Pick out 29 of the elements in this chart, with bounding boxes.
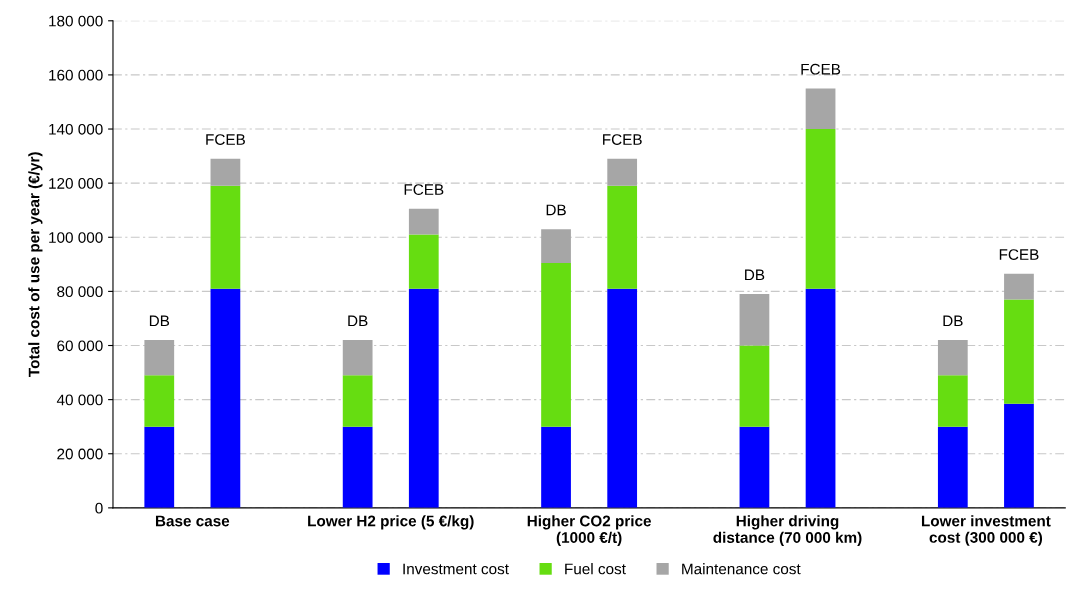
y-axis-title: Total cost of use per year (€/yr) bbox=[28, 152, 43, 377]
text: Higher CO2 price (1000 €/t) bbox=[527, 515, 651, 546]
y-tick-label: 140 000 bbox=[49, 123, 103, 135]
x-tick-label: DB bbox=[943, 315, 963, 327]
x-tick-label: FCEB bbox=[801, 63, 841, 75]
y-tick-label: 160 000 bbox=[49, 69, 103, 81]
x-tick-label: FCEB bbox=[206, 134, 245, 145]
text: Higher driving distance (70 000 km) bbox=[713, 515, 862, 546]
x-tick-label: DB bbox=[149, 315, 170, 327]
text: Base case bbox=[155, 515, 230, 527]
y-tick-label: 100 000 bbox=[49, 232, 103, 243]
x-tick-label: DB bbox=[546, 204, 566, 216]
y-tick-label: 180 000 bbox=[49, 15, 103, 27]
legend-label: Investment cost bbox=[403, 563, 509, 575]
x-tick-label: DB bbox=[348, 315, 368, 327]
x-tick-label: DB bbox=[745, 269, 765, 281]
legend-label: Fuel cost bbox=[565, 563, 626, 575]
y-tick-label: 80 000 bbox=[57, 286, 103, 298]
x-tick-label: FCEB bbox=[404, 184, 444, 196]
text: Lower H2 price (5 €/kg) bbox=[308, 515, 474, 530]
y-tick-label: 60 000 bbox=[57, 340, 103, 352]
y-tick-label: 40 000 bbox=[56, 394, 103, 406]
x-tick-label: FCEB bbox=[999, 249, 1039, 260]
y-tick-label: 120 000 bbox=[49, 178, 103, 189]
legend-label: Maintenance cost bbox=[682, 563, 801, 575]
y-tick-label: 20 000 bbox=[57, 448, 103, 460]
text: Lower investment cost (300 000 €) bbox=[921, 515, 1051, 546]
y-tick-label: 0 bbox=[95, 502, 103, 514]
x-tick-label: FCEB bbox=[603, 134, 642, 145]
